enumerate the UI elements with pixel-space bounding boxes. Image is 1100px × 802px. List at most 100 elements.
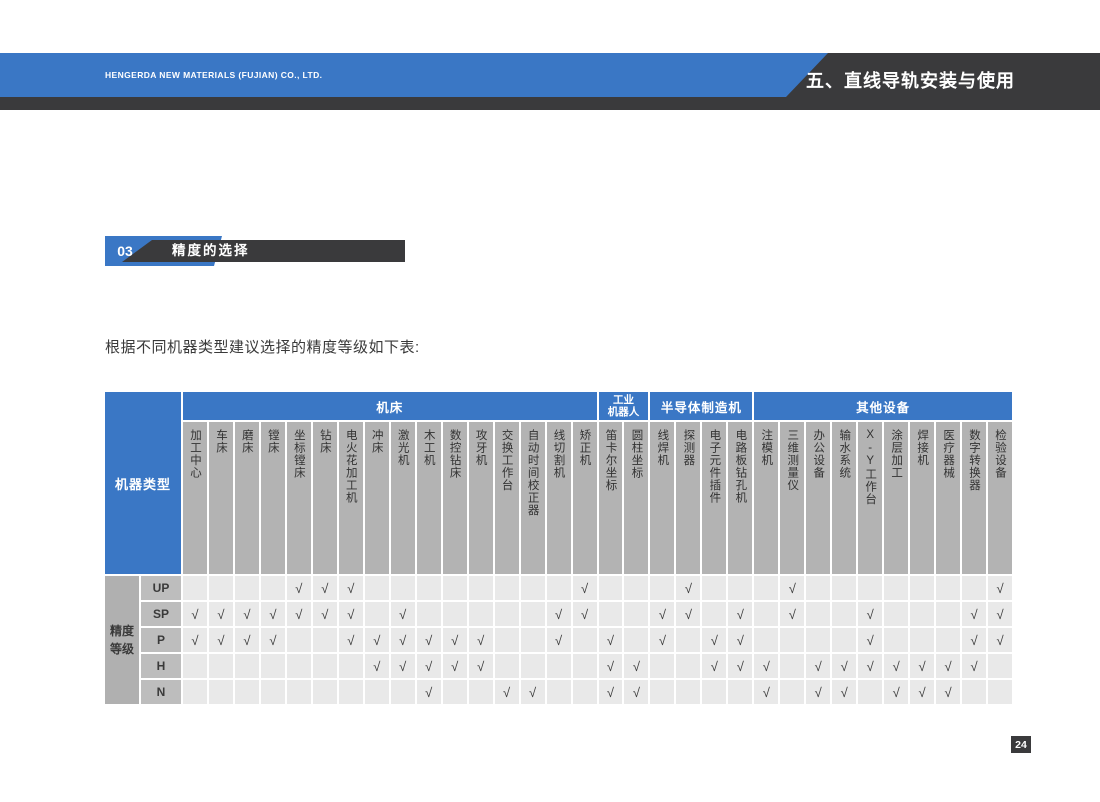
check-cell: √ — [416, 654, 441, 678]
check-cell: √ — [858, 654, 883, 678]
empty-cell — [754, 628, 779, 652]
empty-cell — [962, 680, 987, 704]
check-cell: √ — [312, 576, 337, 600]
empty-cell — [442, 680, 467, 704]
empty-cell — [494, 576, 519, 600]
check-cell: √ — [286, 576, 311, 600]
check-cell: √ — [806, 680, 831, 704]
check-cell: √ — [234, 602, 259, 626]
column-header: 电子元件插件 — [702, 422, 727, 574]
empty-cell — [208, 654, 233, 678]
empty-cell — [884, 576, 909, 600]
check-cell: √ — [390, 602, 415, 626]
empty-cell — [780, 628, 805, 652]
row-label-SP: SP — [141, 602, 181, 626]
check-cell: √ — [520, 680, 545, 704]
check-cell: √ — [962, 628, 987, 652]
check-cell: √ — [183, 602, 207, 626]
empty-cell — [806, 628, 831, 652]
column-header: 车床 — [208, 422, 233, 574]
empty-cell — [546, 680, 571, 704]
empty-cell — [208, 680, 233, 704]
check-cell: √ — [832, 680, 857, 704]
row-label-H: H — [141, 654, 181, 678]
check-cell: √ — [260, 602, 285, 626]
check-cell: √ — [598, 654, 623, 678]
column-header: 三维测量仪 — [780, 422, 805, 574]
check-cell: √ — [728, 602, 753, 626]
empty-cell — [910, 628, 935, 652]
check-cell: √ — [832, 654, 857, 678]
column-header: 木工机 — [416, 422, 441, 574]
row-group-label: 精度 等级 — [105, 576, 139, 704]
empty-cell — [546, 654, 571, 678]
check-cell: √ — [442, 628, 467, 652]
empty-cell — [494, 654, 519, 678]
precision-selection-table: 机器类型 机床 工业 机器人 半导体制造机 其他设备 加工中心 车床 磨床 镗床 坐标镗床 钻床 电火花… — [105, 392, 1012, 704]
empty-cell — [936, 628, 961, 652]
empty-cell — [702, 602, 727, 626]
column-header: 镗床 — [260, 422, 285, 574]
column-header: 数控钻床 — [442, 422, 467, 574]
column-header: 医疗器械 — [936, 422, 961, 574]
empty-cell — [572, 654, 597, 678]
column-header: 圆柱坐标 — [624, 422, 649, 574]
check-cell: √ — [936, 654, 961, 678]
check-cell: √ — [338, 576, 363, 600]
column-header: 探测器 — [676, 422, 701, 574]
empty-cell — [364, 576, 389, 600]
empty-cell — [183, 680, 207, 704]
check-cell: √ — [988, 628, 1012, 652]
empty-cell — [260, 680, 285, 704]
empty-cell — [624, 576, 649, 600]
empty-cell — [183, 576, 207, 600]
column-header: 办公设备 — [806, 422, 831, 574]
empty-cell — [676, 680, 701, 704]
check-cell: √ — [390, 628, 415, 652]
column-header: 加工中心 — [183, 422, 207, 574]
group-header-1: 机床 — [183, 392, 597, 420]
check-cell: √ — [806, 654, 831, 678]
empty-cell — [312, 654, 337, 678]
column-header: 坐标镗床 — [286, 422, 311, 574]
intro-text: 根据不同机器类型建议选择的精度等级如下表: — [105, 339, 420, 356]
check-cell: √ — [624, 680, 649, 704]
column-header: 笛卡尔坐标 — [598, 422, 623, 574]
section-title: 精度的选择 — [172, 243, 250, 258]
check-cell: √ — [572, 602, 597, 626]
check-cell: √ — [884, 654, 909, 678]
empty-cell — [572, 680, 597, 704]
check-cell: √ — [650, 602, 675, 626]
check-cell: √ — [338, 602, 363, 626]
empty-cell — [312, 680, 337, 704]
check-cell: √ — [208, 602, 233, 626]
empty-cell — [884, 602, 909, 626]
empty-cell — [806, 576, 831, 600]
empty-cell — [780, 680, 805, 704]
check-cell: √ — [338, 628, 363, 652]
check-cell: √ — [572, 576, 597, 600]
group-header-line: 工业 — [612, 393, 634, 406]
empty-cell — [416, 576, 441, 600]
empty-cell — [183, 654, 207, 678]
empty-cell — [468, 576, 493, 600]
check-cell: √ — [390, 654, 415, 678]
header-blue-band — [0, 53, 828, 97]
empty-cell — [910, 602, 935, 626]
check-cell: √ — [546, 602, 571, 626]
check-cell: √ — [650, 628, 675, 652]
empty-cell — [338, 654, 363, 678]
empty-cell — [650, 576, 675, 600]
empty-cell — [390, 576, 415, 600]
check-cell: √ — [494, 680, 519, 704]
empty-cell — [260, 654, 285, 678]
check-cell: √ — [858, 602, 883, 626]
empty-cell — [390, 680, 415, 704]
column-header: 自动时间校正器 — [520, 422, 545, 574]
group-header-2: 工业 机器人 — [598, 392, 649, 420]
empty-cell — [988, 654, 1012, 678]
row-label-UP: UP — [141, 576, 181, 600]
empty-cell — [702, 576, 727, 600]
company-name: HENGERDA NEW MATERIALS (FUJIAN) CO., LTD… — [105, 70, 323, 80]
empty-cell — [832, 602, 857, 626]
